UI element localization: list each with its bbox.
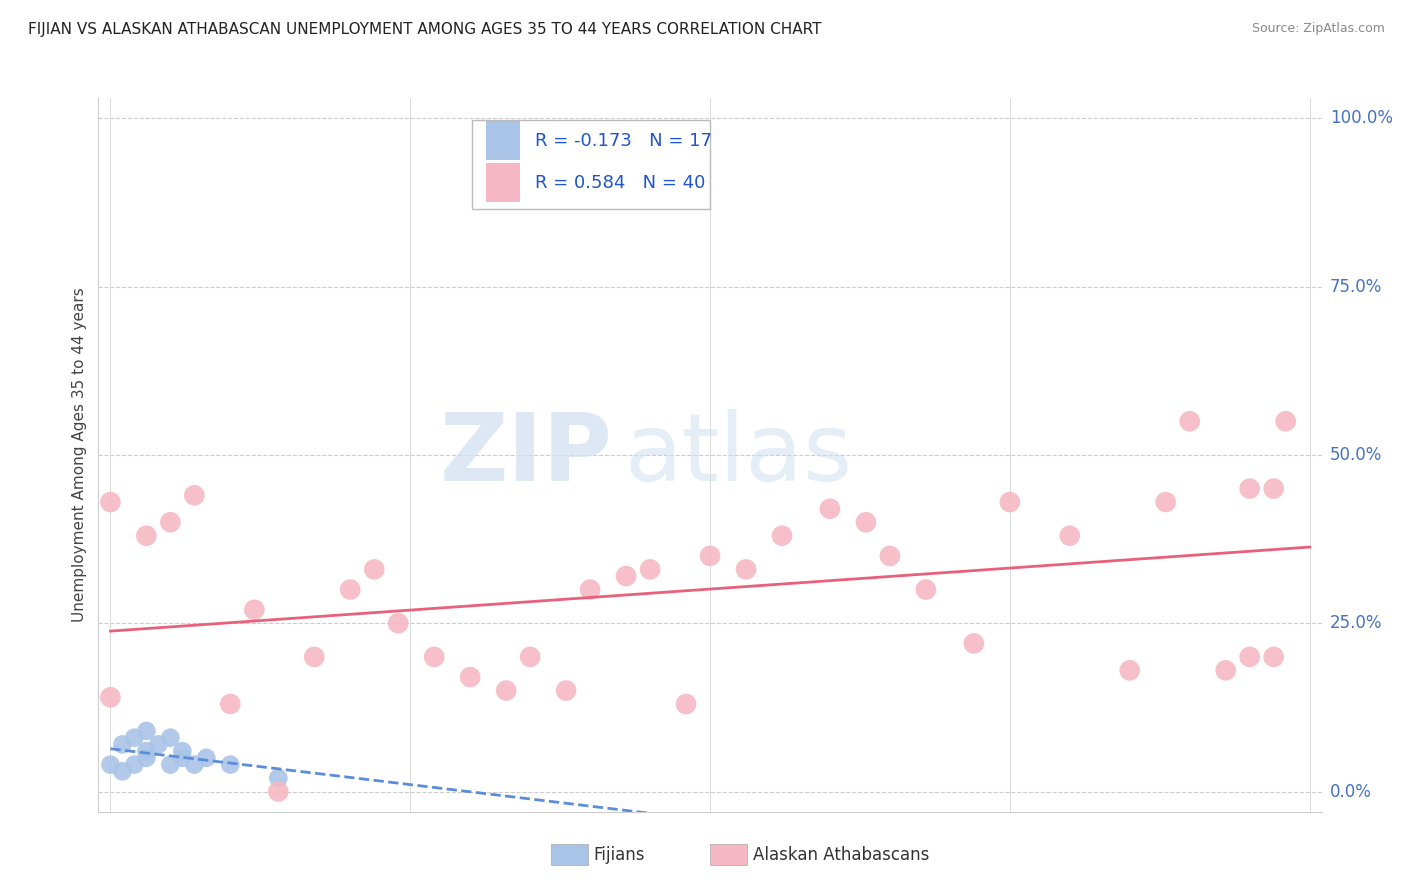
FancyBboxPatch shape [710, 844, 747, 865]
Text: 0.0%: 0.0% [1330, 782, 1372, 800]
Point [423, 649, 446, 664]
Point [267, 784, 290, 798]
Point [172, 744, 194, 758]
FancyBboxPatch shape [486, 163, 520, 202]
Text: R = 0.584   N = 40: R = 0.584 N = 40 [536, 174, 706, 192]
Point [1154, 495, 1177, 509]
Point [519, 649, 541, 664]
Point [1178, 414, 1201, 428]
Point [555, 683, 578, 698]
Point [124, 731, 146, 745]
Point [1239, 649, 1261, 664]
Point [770, 529, 793, 543]
Text: R = -0.173   N = 17: R = -0.173 N = 17 [536, 132, 711, 150]
Point [124, 757, 146, 772]
Point [219, 757, 242, 772]
Point [183, 757, 205, 772]
Point [148, 738, 170, 752]
Point [699, 549, 721, 563]
Point [159, 757, 181, 772]
Point [195, 751, 218, 765]
Point [267, 771, 290, 785]
Text: 75.0%: 75.0% [1330, 277, 1382, 295]
Point [135, 751, 157, 765]
Point [111, 738, 134, 752]
Point [915, 582, 938, 597]
Text: 25.0%: 25.0% [1330, 615, 1382, 632]
Point [135, 529, 157, 543]
Point [183, 488, 205, 502]
Point [159, 731, 181, 745]
Y-axis label: Unemployment Among Ages 35 to 44 years: Unemployment Among Ages 35 to 44 years [72, 287, 87, 623]
FancyBboxPatch shape [486, 121, 520, 161]
Point [614, 569, 637, 583]
Point [135, 723, 157, 738]
Point [1263, 649, 1285, 664]
FancyBboxPatch shape [471, 120, 710, 209]
Point [111, 764, 134, 779]
Text: 50.0%: 50.0% [1330, 446, 1382, 464]
Point [159, 515, 181, 529]
Point [100, 495, 122, 509]
Point [579, 582, 602, 597]
Text: Source: ZipAtlas.com: Source: ZipAtlas.com [1251, 22, 1385, 36]
Point [387, 616, 409, 631]
Text: 100.0%: 100.0% [1330, 110, 1393, 128]
Point [100, 757, 122, 772]
Point [135, 744, 157, 758]
Point [304, 649, 326, 664]
Point [219, 697, 242, 711]
Point [363, 562, 385, 576]
Point [495, 683, 517, 698]
Text: Alaskan Athabascans: Alaskan Athabascans [752, 846, 929, 863]
Point [998, 495, 1021, 509]
Point [638, 562, 661, 576]
Point [735, 562, 758, 576]
Point [1274, 414, 1296, 428]
Text: Fijians: Fijians [593, 846, 645, 863]
Point [339, 582, 361, 597]
Point [1239, 482, 1261, 496]
Point [1263, 482, 1285, 496]
FancyBboxPatch shape [551, 844, 588, 865]
Point [1059, 529, 1081, 543]
Text: atlas: atlas [624, 409, 852, 501]
Point [879, 549, 901, 563]
Point [1119, 664, 1142, 678]
Point [100, 690, 122, 705]
Point [243, 603, 266, 617]
Text: FIJIAN VS ALASKAN ATHABASCAN UNEMPLOYMENT AMONG AGES 35 TO 44 YEARS CORRELATION : FIJIAN VS ALASKAN ATHABASCAN UNEMPLOYMEN… [28, 22, 821, 37]
Point [1215, 664, 1237, 678]
Point [855, 515, 877, 529]
Point [675, 697, 697, 711]
Text: ZIP: ZIP [439, 409, 612, 501]
Point [172, 751, 194, 765]
Point [458, 670, 481, 684]
Point [818, 501, 841, 516]
Point [963, 636, 986, 650]
